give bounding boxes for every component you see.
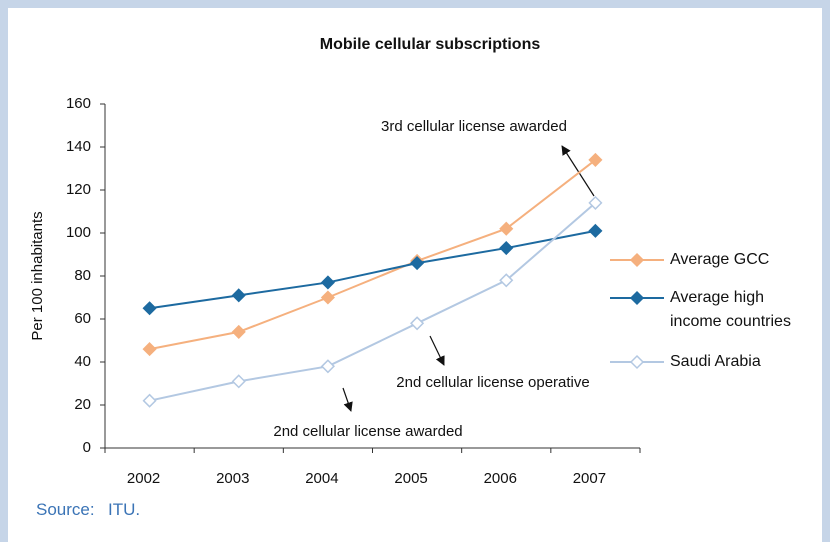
annotation: 3rd cellular license awarded [381, 118, 567, 135]
y-tick-label: 20 [74, 396, 91, 413]
y-tick-label: 100 [66, 224, 91, 241]
source-label: Source: [36, 500, 95, 519]
marker [231, 374, 246, 389]
x-tick-label: 2007 [573, 470, 606, 487]
y-tick-label: 120 [66, 181, 91, 198]
marker [320, 290, 335, 305]
annotation: 2nd cellular license awarded [273, 423, 462, 440]
y-tick-label: 160 [66, 95, 91, 112]
x-tick-label: 2005 [394, 470, 427, 487]
legend-marker [629, 354, 645, 370]
arrow [342, 387, 353, 412]
marker [588, 195, 603, 210]
marker [588, 152, 603, 167]
panel [8, 8, 822, 542]
marker [231, 288, 246, 303]
series-line [149, 202, 597, 402]
legend-marker [629, 252, 645, 268]
y-tick-label: 40 [74, 353, 91, 370]
source: ITU. [108, 500, 141, 519]
marker [142, 342, 157, 357]
series-line [149, 229, 596, 310]
y-axis-label: Per 100 inhabitants [29, 211, 46, 340]
x-tick-label: 2004 [305, 470, 338, 487]
arrow [561, 145, 595, 197]
series-line [149, 159, 597, 351]
marker [499, 240, 514, 256]
x-tick-label: 2002 [127, 470, 160, 487]
arrow [429, 335, 445, 366]
y-tick-label: 80 [74, 267, 91, 284]
marker [410, 316, 425, 331]
y-tick-label: 140 [66, 138, 91, 155]
annotation: 2nd cellular license operative [396, 374, 589, 391]
x-tick-label: 2003 [216, 470, 249, 487]
y-tick-label: 0 [83, 439, 91, 456]
x-tick-label: 2006 [484, 470, 517, 487]
chart-title: Mobile cellular subscriptions [320, 36, 541, 53]
marker [410, 256, 425, 271]
marker [142, 301, 157, 316]
marker [588, 223, 603, 238]
legend-marker [629, 290, 645, 306]
y-tick-label: 60 [74, 310, 91, 327]
legend-label: Average GCC [670, 251, 770, 268]
marker [320, 275, 335, 290]
legend-label: Average high income countries [670, 289, 791, 330]
marker [231, 324, 246, 339]
marker [499, 273, 514, 288]
legend-label: Saudi Arabia [670, 353, 761, 370]
marker [499, 221, 514, 236]
marker [142, 393, 157, 408]
marker [320, 359, 335, 374]
